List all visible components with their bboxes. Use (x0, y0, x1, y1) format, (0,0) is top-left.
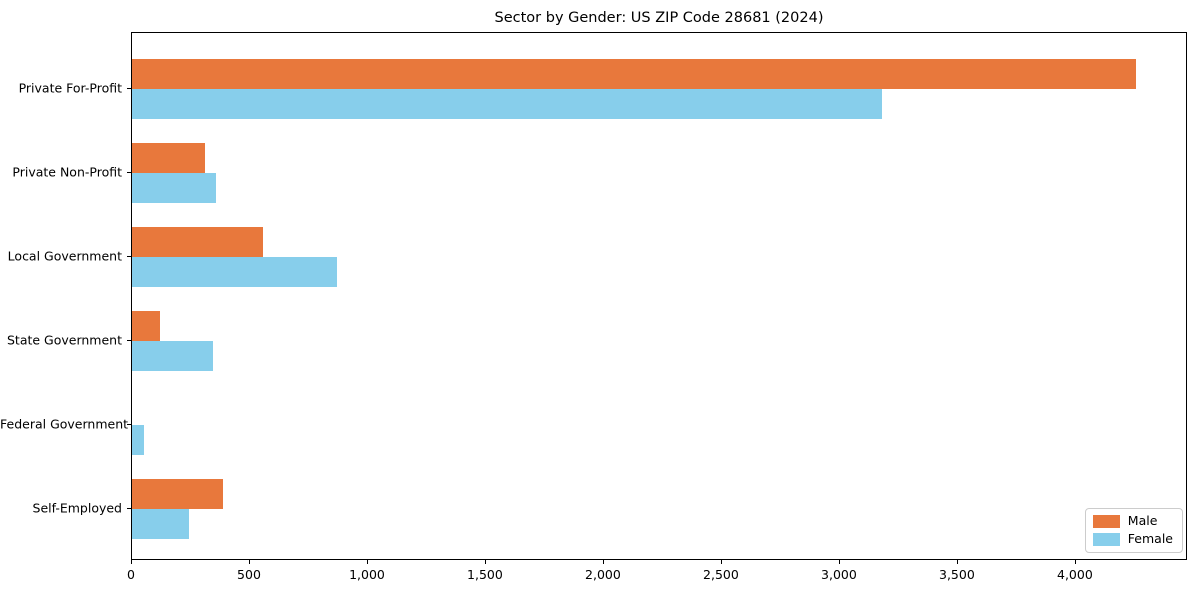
y-tick-private-non-profit (127, 172, 131, 174)
bar-female-local-government (132, 257, 337, 287)
bar-female-private-for-profit (132, 89, 882, 119)
y-tick-private-for-profit (127, 88, 131, 90)
legend-row-female: Female (1092, 531, 1173, 547)
x-tick-0 (131, 560, 133, 564)
x-tick-label-0: 0 (127, 567, 135, 582)
legend-row-male: Male (1092, 513, 1173, 529)
category-label-federal-government: Federal Government (0, 416, 129, 432)
y-tick-state-government (127, 340, 131, 342)
x-tick-label-500: 500 (237, 567, 261, 582)
bar-male-private-non-profit (132, 143, 205, 173)
bar-female-private-non-profit (132, 173, 216, 203)
category-label-state-government: State Government (6, 332, 122, 348)
bar-male-local-government (132, 227, 263, 257)
plot-area: Male Female (131, 32, 1187, 560)
bar-male-state-government (132, 311, 160, 341)
y-tick-federal-government (127, 424, 131, 426)
x-tick-label-3000: 3,000 (821, 567, 857, 582)
bar-female-federal-government (132, 425, 144, 455)
x-tick-1000 (366, 560, 369, 564)
legend-label-female: Female (1127, 531, 1173, 547)
y-tick-self-employed (127, 508, 131, 510)
x-tick-500 (248, 560, 251, 564)
category-label-private-for-profit: Private For-Profit (18, 80, 122, 96)
category-label-self-employed: Self-Employed (32, 500, 122, 516)
bar-female-state-government (132, 341, 213, 371)
chart-title: Sector by Gender: US ZIP Code 28681 (202… (494, 10, 824, 26)
category-label-private-non-profit: Private Non-Profit (12, 164, 122, 180)
x-tick-3500 (956, 560, 959, 564)
x-tick-label-4000: 4,000 (1057, 567, 1093, 582)
x-tick-2000 (602, 560, 605, 564)
legend-swatch-male (1092, 515, 1120, 528)
legend-swatch-female (1092, 533, 1120, 546)
x-tick-label-1500: 1,500 (467, 567, 503, 582)
bar-female-self-employed (132, 509, 189, 539)
bar-male-private-for-profit (132, 59, 1136, 89)
legend-label-male: Male (1127, 513, 1158, 529)
x-tick-1500 (484, 560, 487, 564)
bar-male-self-employed (132, 479, 223, 509)
x-tick-label-2000: 2,000 (585, 567, 621, 582)
x-tick-label-2500: 2,500 (703, 567, 739, 582)
x-tick-label-3500: 3,500 (939, 567, 975, 582)
legend: Male Female (1084, 508, 1183, 553)
x-tick-4000 (1074, 560, 1077, 564)
x-tick-3000 (838, 560, 841, 564)
category-label-local-government: Local Government (7, 248, 122, 264)
x-tick-2500 (720, 560, 723, 564)
y-tick-local-government (127, 256, 131, 258)
x-tick-label-1000: 1,000 (349, 567, 385, 582)
